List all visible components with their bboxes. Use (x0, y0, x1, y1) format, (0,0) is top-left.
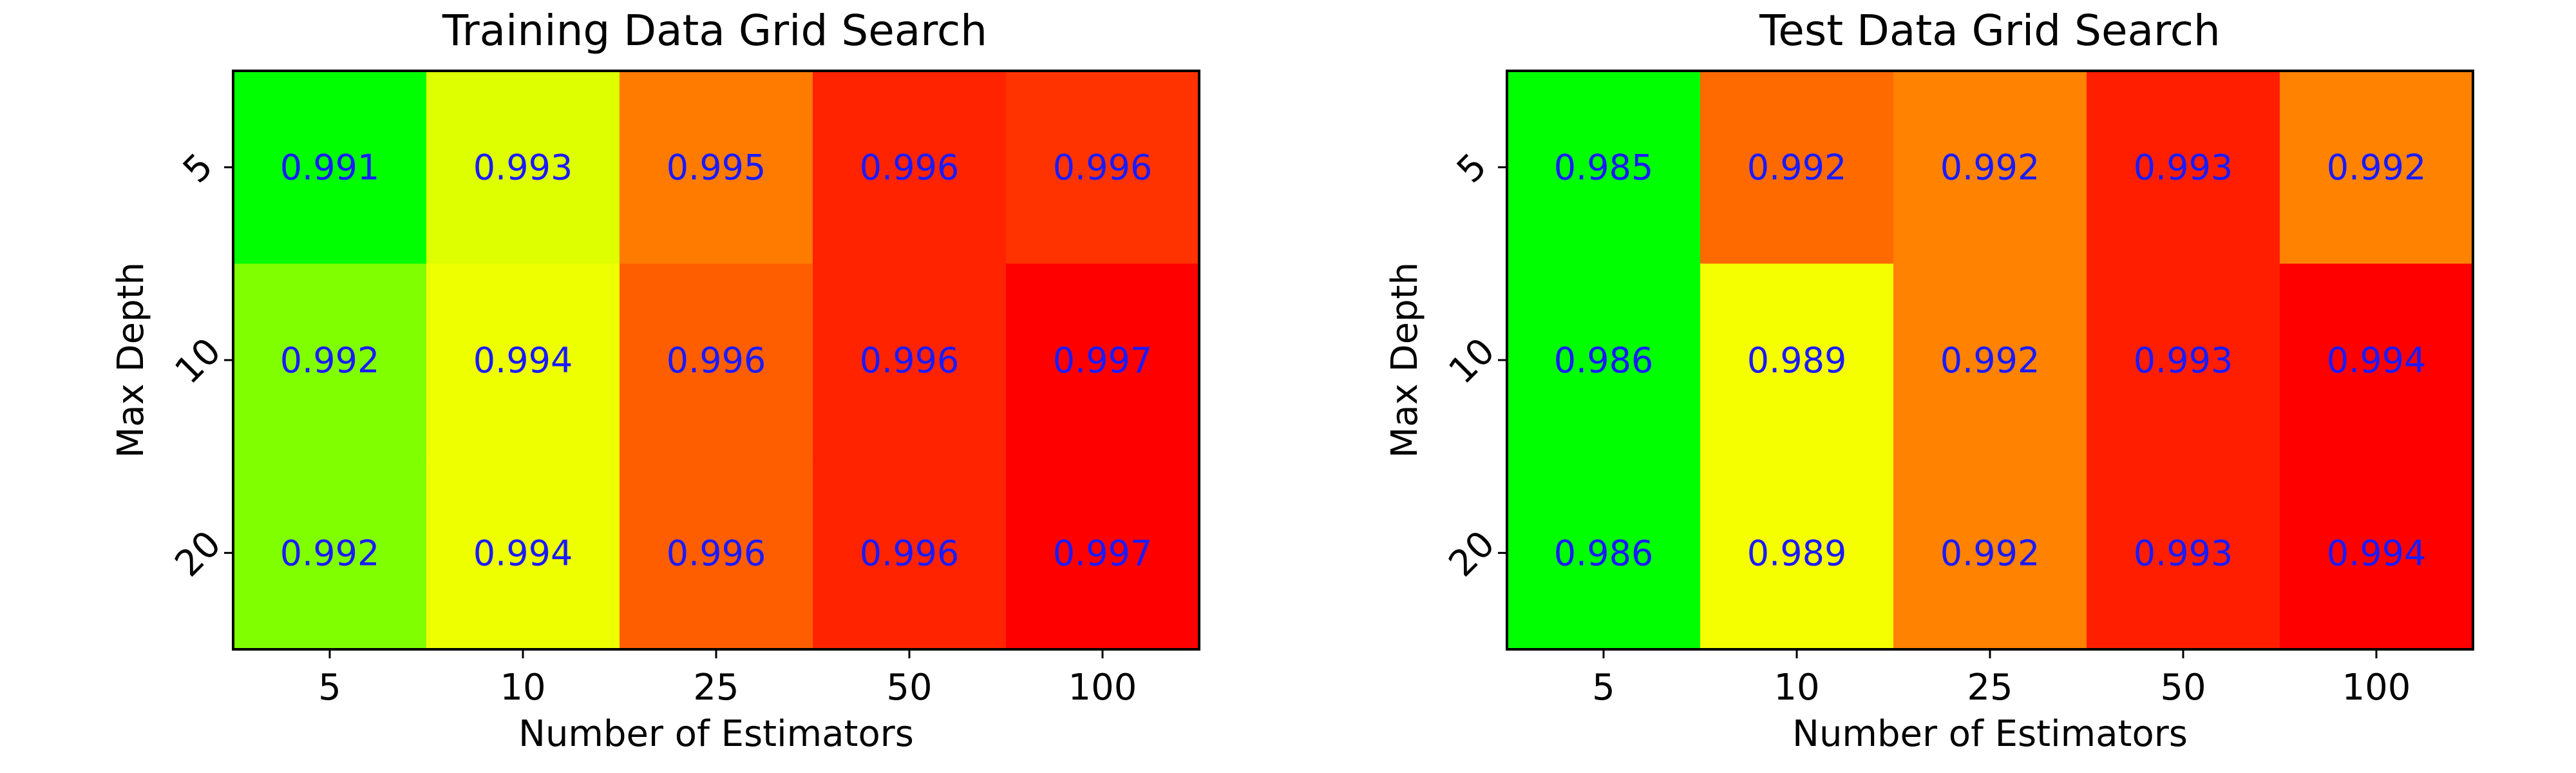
x-tick-label: 5 (1592, 667, 1615, 709)
cell-value-label: 0.986 (1554, 340, 1654, 381)
cell-value-label: 0.992 (2327, 148, 2427, 188)
heatmap-cell (1507, 71, 1701, 264)
cell-value-label: 0.992 (1940, 340, 2040, 381)
cell-value-labels: 0.991 0.993 0.995 0.996 0.996 0.992 0.994 0.996… (280, 148, 1153, 574)
heatmap-cell (1700, 263, 1894, 457)
x-tick-label: 10 (1774, 667, 1819, 709)
heatmap-cell (1006, 456, 1200, 650)
cell-value-label: 0.992 (280, 340, 380, 381)
cell-value-label: 0.997 (1053, 533, 1153, 573)
heatmap-cell (2087, 263, 2280, 457)
heatmap-cell (2087, 456, 2280, 650)
y-axis-label: Max Depth (110, 262, 152, 458)
cell-value-label: 0.996 (1053, 148, 1153, 188)
heatmap-cell (813, 456, 1007, 650)
heatmap-cell (1700, 456, 1894, 650)
y-tick-label: 10 (1441, 330, 1502, 392)
cell-value-label: 0.995 (667, 148, 766, 188)
cell-value-label: 0.992 (280, 533, 380, 573)
cell-value-label: 0.993 (2134, 340, 2233, 381)
heatmap-cell (620, 71, 813, 264)
cell-value-label: 0.992 (1747, 148, 1847, 188)
cell-value-label: 0.989 (1747, 533, 1847, 573)
heatmap-cell (2280, 263, 2474, 457)
cell-value-label: 0.996 (667, 340, 766, 381)
heatmap-cell (426, 456, 620, 650)
x-tick-label: 50 (2160, 667, 2206, 709)
cell-value-label: 0.992 (1940, 148, 2040, 188)
cell-value-label: 0.985 (1554, 148, 1654, 188)
heatmap-cell (1893, 71, 2087, 264)
x-tick-label: 100 (2342, 667, 2411, 709)
cell-value-label: 0.991 (280, 148, 380, 188)
cell-value-label: 0.993 (2134, 148, 2233, 188)
x-tick-label: 50 (886, 667, 932, 709)
chart-title: Training Data Grid Search (442, 6, 987, 55)
x-tick-label: 100 (1068, 667, 1137, 709)
cell-value-label: 0.989 (1747, 340, 1847, 381)
x-tick-label: 25 (1967, 667, 2012, 709)
cell-value-label: 0.993 (473, 148, 573, 188)
heatmap-cell (1893, 263, 2087, 457)
y-tick-label: 20 (1441, 523, 1502, 585)
y-tick-label: 5 (1449, 146, 1495, 191)
heatmap-cells (1507, 71, 2474, 650)
x-axis-label: Number of Estimators (1792, 713, 2188, 755)
y-tick-label: 20 (167, 523, 229, 585)
cell-value-label: 0.986 (1554, 533, 1654, 573)
cell-value-label: 0.994 (2327, 533, 2427, 573)
x-ticks: 5 10 25 50 100 (1592, 649, 2410, 709)
heatmap-cell (2280, 456, 2474, 650)
y-ticks: 5 10 20 (167, 146, 233, 585)
heatmap-cell (813, 263, 1007, 457)
cell-value-label: 0.994 (473, 533, 573, 573)
y-axis-label: Max Depth (1384, 262, 1426, 458)
heatmap-cell (426, 263, 620, 457)
x-axis-label: Number of Estimators (518, 713, 914, 755)
heatmap-cell (426, 71, 620, 264)
x-tick-label: 10 (500, 667, 545, 709)
x-tick-label: 25 (693, 667, 739, 709)
heatmap-cell (1006, 263, 1200, 457)
x-tick-label: 5 (318, 667, 341, 709)
heatmap-cell (620, 456, 813, 650)
heatmap-cell (1006, 71, 1200, 264)
heatmap-cell (233, 71, 427, 264)
heatmap-cell (1507, 456, 1701, 650)
heatmap-panel-test: Test Data Grid Search 0.985 0.992 0.992 0.9… (1384, 6, 2474, 755)
cell-value-label: 0.997 (1053, 340, 1153, 381)
x-ticks: 5 10 25 50 100 (318, 649, 1137, 709)
heatmap-cell (620, 263, 813, 457)
heatmap-cell (233, 263, 427, 457)
cell-value-label: 0.996 (667, 533, 766, 573)
cell-value-label: 0.996 (860, 340, 960, 381)
cell-value-labels: 0.985 0.992 0.992 0.993 0.992 0.986 0.989 0.992… (1554, 148, 2427, 574)
cell-value-label: 0.996 (860, 533, 960, 573)
cell-value-label: 0.994 (2327, 340, 2427, 381)
y-ticks: 5 10 20 (1441, 146, 1507, 585)
heatmap-panel-training: Training Data Grid Search 0.991 0.993 0.99… (110, 6, 1200, 755)
cell-value-label: 0.992 (1940, 533, 2040, 573)
cell-value-label: 0.996 (860, 148, 960, 188)
chart-title: Test Data Grid Search (1759, 6, 2221, 55)
heatmap-cell (1700, 71, 1894, 264)
y-tick-label: 10 (167, 330, 229, 392)
heatmap-cell (1507, 263, 1701, 457)
heatmap-cell (2087, 71, 2280, 264)
cell-value-label: 0.993 (2134, 533, 2233, 573)
cell-value-label: 0.994 (473, 340, 573, 381)
y-tick-label: 5 (175, 146, 221, 191)
heatmap-cell (1893, 456, 2087, 650)
heatmap-cell (813, 71, 1007, 264)
heatmap-cell (2280, 71, 2474, 264)
heatmap-cells (233, 71, 1200, 650)
heatmap-cell (233, 456, 427, 650)
